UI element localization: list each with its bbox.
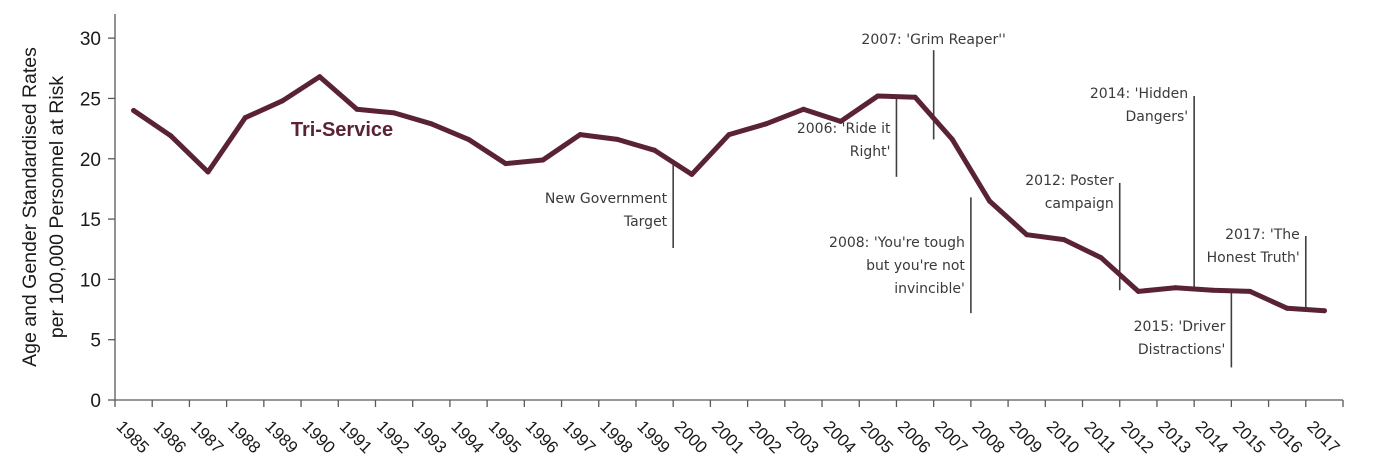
annotation-text: but you're not	[866, 258, 965, 274]
x-tick-label: 1990	[299, 417, 339, 457]
x-tick-label: 1985	[113, 417, 153, 457]
x-tick-label: 2017	[1303, 417, 1343, 457]
x-tick-label: 2007	[931, 417, 971, 457]
data-point	[726, 132, 732, 138]
x-tick-label: 2013	[1154, 417, 1194, 457]
y-axis-label: Age and Gender Standardised Rates per 100…	[19, 47, 68, 367]
data-point	[205, 169, 211, 175]
data-point	[875, 93, 881, 99]
data-point	[466, 136, 471, 142]
series-label: Tri-Service	[291, 119, 393, 141]
data-point	[1135, 288, 1141, 294]
y-tick-label: 30	[80, 29, 101, 50]
data-point	[1024, 232, 1030, 238]
data-point	[1321, 308, 1327, 314]
x-tick-label: 2014	[1192, 417, 1232, 457]
x-tick-label: 1996	[522, 417, 562, 457]
x-tick-label: 2008	[968, 417, 1008, 457]
y-ticks: 0 5 10 15 20 25 30	[80, 29, 115, 412]
x-tick-label: 2004	[820, 417, 860, 457]
data-point	[391, 110, 397, 116]
data-point	[503, 161, 509, 167]
y-tick-label: 20	[80, 150, 101, 171]
x-tick-label: 1988	[224, 417, 264, 457]
annotation-text: Dangers'	[1126, 109, 1189, 125]
annotation-text: 2014: 'Hidden	[1090, 86, 1188, 102]
x-tick-label: 2012	[1117, 417, 1157, 457]
x-tick-label: 2003	[782, 417, 822, 457]
data-point	[912, 94, 918, 100]
y-tick-label: 10	[80, 270, 101, 291]
data-point	[1098, 255, 1104, 261]
annotation-text: invincible'	[894, 281, 965, 297]
x-tick-label: 2015	[1229, 417, 1269, 457]
x-tick-label: 2006	[894, 417, 934, 457]
data-point	[949, 136, 955, 142]
data-point	[652, 147, 658, 153]
x-tick-label: 2005	[857, 417, 897, 457]
annotation-text: 2015: 'Driver	[1134, 319, 1226, 335]
x-tick-label: 1999	[633, 417, 673, 457]
y-tick-label: 15	[80, 210, 101, 231]
data-point	[168, 133, 174, 139]
data-point	[428, 121, 434, 127]
annotation-text: 2006: 'Ride it	[797, 121, 891, 137]
x-tick-label: 1995	[485, 417, 525, 457]
data-point	[1284, 305, 1290, 311]
data-point	[280, 98, 285, 104]
annotation-text: New Government	[545, 191, 668, 207]
data-point	[1210, 287, 1216, 293]
annotation-text: Honest Truth'	[1207, 250, 1300, 266]
x-tick-label: 2010	[1043, 417, 1083, 457]
x-tick-label: 1994	[447, 417, 487, 457]
annotation-text: Right'	[850, 144, 891, 160]
x-tick-label: 2002	[745, 417, 785, 457]
y-axis-label-line: Age and Gender Standardised Rates	[19, 47, 41, 367]
annotation-text: 2008: 'You're tough	[829, 235, 965, 251]
x-tick-label: 2011	[1080, 417, 1119, 456]
x-tick-label: 2000	[671, 417, 711, 457]
data-point	[1247, 288, 1253, 294]
data-point	[838, 118, 844, 124]
data-point	[1173, 285, 1178, 291]
data-point	[800, 106, 806, 112]
x-tick-label: 1986	[150, 417, 190, 457]
x-tick-label: 1989	[261, 417, 301, 457]
annotation-text: 2012: Poster	[1025, 173, 1114, 189]
x-tick-label: 2001	[708, 417, 748, 457]
y-tick-label: 0	[90, 391, 101, 412]
x-tick-label: 2009	[1006, 417, 1046, 457]
axes	[114, 14, 1343, 401]
x-tick-label: 1992	[373, 417, 413, 457]
data-point	[317, 74, 323, 80]
data-point	[987, 198, 992, 204]
x-tick-label: 1997	[559, 417, 599, 457]
data-point	[131, 108, 137, 113]
data-point	[242, 115, 248, 121]
data-point	[577, 132, 583, 138]
x-tick-label: 2016	[1266, 417, 1306, 457]
annotations: New Government Target 2006: 'Ride it Right'…	[545, 32, 1307, 368]
annotation-text: 2017: 'The	[1225, 227, 1300, 243]
data-point	[540, 157, 546, 163]
annotation-text: campaign	[1045, 196, 1114, 212]
annotation-text: Distractions'	[1138, 342, 1225, 358]
data-point	[763, 121, 769, 127]
annotation-text: 2007: 'Grim Reaper''	[861, 32, 1005, 48]
y-tick-label: 25	[80, 89, 101, 110]
y-axis-label-line: per 100,000 Personnel at Risk	[46, 76, 68, 339]
series: Tri-Service	[131, 74, 1327, 314]
annotation-text: Target	[623, 214, 668, 230]
data-point	[1061, 237, 1067, 243]
x-tick-label: 1987	[187, 417, 227, 457]
data-point	[354, 106, 360, 112]
x-ticks: 1985198619871988198919901991199219931994…	[113, 400, 1344, 457]
x-tick-label: 1993	[410, 417, 450, 457]
x-tick-label: 1991	[336, 417, 376, 457]
x-tick-label: 1998	[596, 417, 636, 457]
data-point	[614, 136, 620, 142]
data-point	[689, 171, 695, 177]
y-tick-label: 5	[90, 331, 101, 352]
